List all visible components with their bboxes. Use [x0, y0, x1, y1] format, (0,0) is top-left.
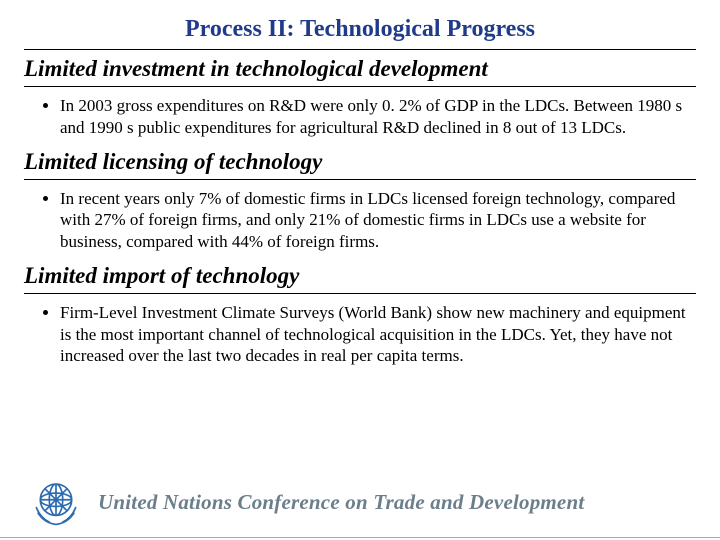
bullet-item: In recent years only 7% of domestic firm…: [60, 188, 696, 253]
un-emblem-icon: [28, 474, 84, 530]
slide: Process II: Technological Progress Limit…: [0, 0, 720, 540]
bullet-list: Firm-Level Investment Climate Surveys (W…: [60, 302, 696, 367]
bullet-list: In 2003 gross expenditures on R&D were o…: [60, 95, 696, 139]
section-heading-2: Limited licensing of technology: [24, 149, 696, 180]
bullet-item: In 2003 gross expenditures on R&D were o…: [60, 95, 696, 139]
section-heading-3: Limited import of technology: [24, 263, 696, 294]
bullet-item: Firm-Level Investment Climate Surveys (W…: [60, 302, 696, 367]
section-heading-1: Limited investment in technological deve…: [24, 56, 696, 87]
org-name: United Nations Conference on Trade and D…: [98, 490, 584, 515]
bottom-rule: [0, 537, 720, 538]
footer: United Nations Conference on Trade and D…: [0, 472, 720, 532]
bullet-list: In recent years only 7% of domestic firm…: [60, 188, 696, 253]
slide-title: Process II: Technological Progress: [24, 12, 696, 50]
